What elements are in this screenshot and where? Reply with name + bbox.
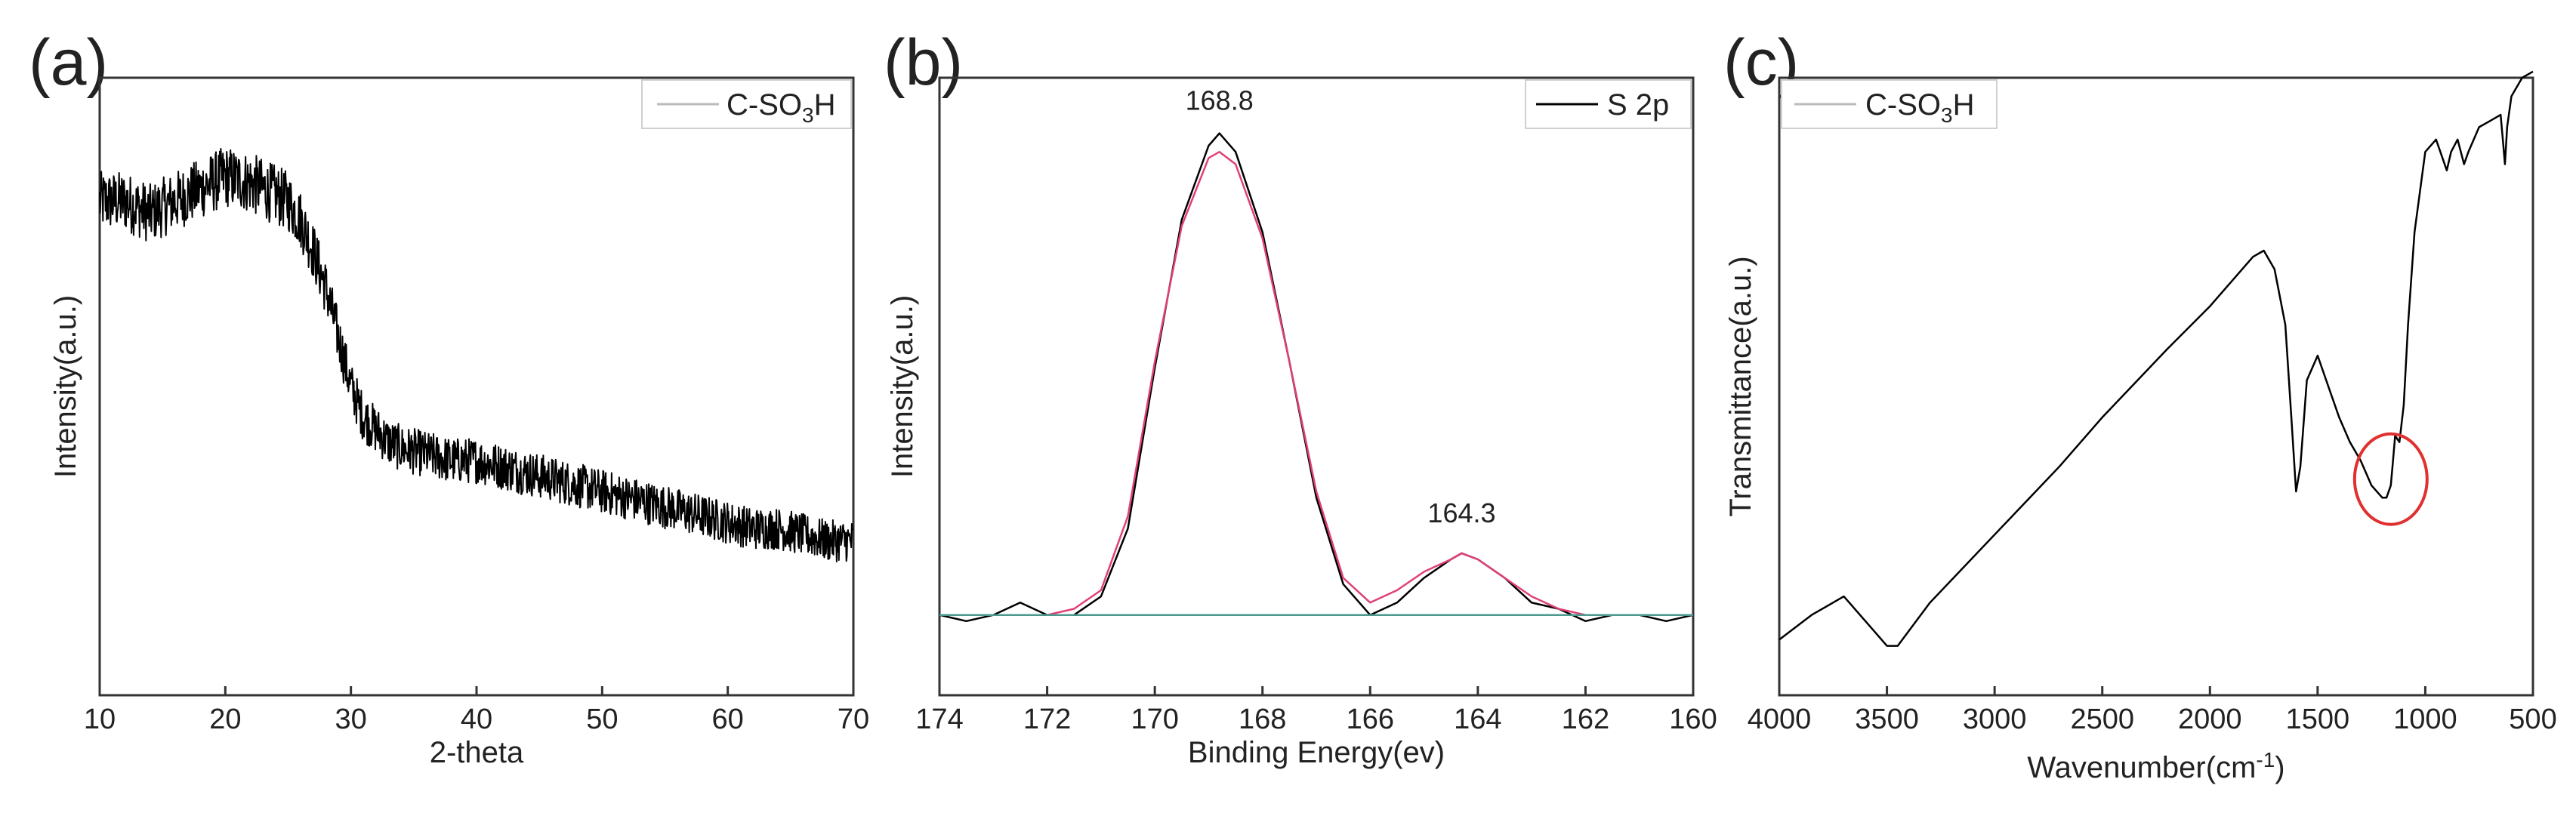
panel-c-x-tick-label: 3000 [1963,704,2027,735]
panel-a-x-tick-label: 50 [586,704,618,735]
panel-a-x-ticks: 10 20 30 40 50 60 70 [84,686,869,735]
panel-c-plot-frame [1778,76,2534,697]
panel-c-xlabel-main: Wavenumber(cm [2027,751,2256,784]
panel-c-series-line-0 [1779,70,2534,647]
panel-a-x-tick-label: 10 [84,704,116,735]
panel-c-legend-sub: 3 [1941,103,1953,127]
panel-c-xlabel: Wavenumber(cm-1) [2027,748,2284,784]
panel-c-legend: C-SO3H [1781,79,1998,129]
panel-a-series-line-0 [99,148,854,562]
panel-b-series-line-1 [939,150,1693,616]
panel-c-xlabel-tail: ) [2275,751,2284,784]
panel-a-xlabel: 2-theta [430,736,524,769]
panel-a-series-group [99,148,854,562]
panel-b-x-tick-label: 168 [1239,704,1286,735]
panel-b-label: (b) [884,26,963,99]
panel-b-x-tick-label: 160 [1669,704,1717,735]
panel-b-peak-label-164-3: 164.3 [1427,497,1495,528]
panel-a-legend-main: C-SO [727,88,802,122]
panel-b-x-ticks: 174 172 170 168 166 164 162 160 [915,686,1717,735]
panel-a-x-tick-label: 30 [335,704,367,735]
panel-b-x-tick-label: 170 [1131,704,1178,735]
panel-b-x-tick-label: 164 [1454,704,1501,735]
panel-b-plot-frame [938,76,1695,697]
panel-b-series-group [939,132,1694,623]
panel-a-legend: C-SO3H [641,79,852,129]
panel-a-ylabel: Intensity(a.u.) [49,295,82,478]
panel-c-ylabel: Transmittance(a.u.) [1724,256,1757,516]
panel-c-legend-label: C-SO3H [1865,88,1974,127]
panel-a-x-tick-label: 40 [461,704,492,735]
panel-a-label: (a) [29,26,108,99]
panel-a-legend-tail: H [814,88,836,122]
panel-a-x-tick-label: 20 [209,704,241,735]
panel-c-x-tick-label: 1000 [2393,704,2457,735]
panel-c-x-tick-label: 3500 [1855,704,1919,735]
panel-c-x-tick-label: 2500 [2070,704,2134,735]
panel-c-x-tick-label: 1500 [2286,704,2350,735]
panel-b-peak-label-168-8: 168.8 [1186,85,1254,116]
panel-a-x-tick-label: 60 [712,704,744,735]
panel-c-legend-tail: H [1953,88,1975,122]
panel-a-x-tick-label: 70 [838,704,869,735]
panel-b: (b) 174 172 170 168 166 164 162 160 168.8 164.3… [884,26,1717,769]
panel-c-x-tick-label: 500 [2509,704,2556,735]
panel-b-xlabel: Binding Energy(ev) [1188,736,1445,769]
panel-a: (a) 10 20 30 40 50 60 70 2-theta Intensity(a.u… [29,26,869,769]
panel-a-legend-sub: 3 [802,103,814,127]
panel-c-legend-main: C-SO [1865,88,1941,122]
panel-b-x-tick-label: 162 [1562,704,1609,735]
panel-c: (c) 4000 3500 3000 2500 2000 1500 1000 500 Wave… [1723,26,2557,784]
panel-b-ylabel: Intensity(a.u.) [886,295,919,478]
panel-b-x-tick-label: 166 [1347,704,1394,735]
panel-c-x-tick-label: 2000 [2178,704,2242,735]
panel-b-legend-label: S 2p [1607,88,1669,122]
panel-c-x-tick-label: 4000 [1748,704,1812,735]
panel-b-legend: S 2p [1525,79,1692,129]
panel-c-series-group [1779,70,2534,647]
panel-b-x-tick-label: 174 [915,704,963,735]
panel-c-x-ticks: 4000 3500 3000 2500 2000 1500 1000 500 [1748,686,2557,735]
panel-a-legend-label: C-SO3H [727,88,835,127]
panel-c-highlight-circle [2352,432,2429,526]
panel-b-x-tick-label: 172 [1023,704,1071,735]
panel-b-series-line-0 [939,132,1694,623]
panel-c-xlabel-sup: -1 [2256,748,2275,771]
